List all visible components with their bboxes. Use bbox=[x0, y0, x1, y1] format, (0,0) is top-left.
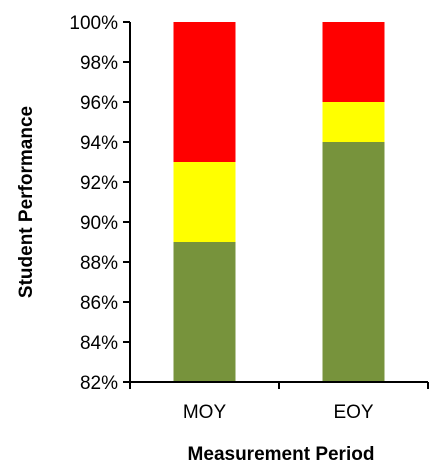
y-tick-label: 86% bbox=[80, 293, 118, 314]
y-tick-label: 88% bbox=[80, 253, 118, 274]
y-tick-label: 92% bbox=[80, 173, 118, 194]
x-tick-label-eoy: EOY bbox=[333, 402, 373, 423]
bar-moy-segment-3 bbox=[173, 22, 236, 162]
y-tick-label: 98% bbox=[80, 53, 118, 74]
ticks-layer: MOY EOY 82% 84% 86% 88% 90% 92% 94% 96% 98% 100% bbox=[69, 13, 373, 423]
bar-eoy-segment-1 bbox=[322, 142, 385, 382]
bar-moy-segment-2 bbox=[173, 162, 236, 242]
bar-eoy-segment-2 bbox=[322, 102, 385, 142]
y-tick-label: 100% bbox=[69, 13, 118, 34]
x-tick-label-moy: MOY bbox=[183, 402, 227, 423]
bar-eoy-segment-3 bbox=[322, 22, 385, 102]
x-axis-title: Measurement Period bbox=[188, 444, 375, 465]
bars-layer bbox=[173, 22, 385, 382]
y-tick-label: 94% bbox=[80, 133, 118, 154]
y-tick-label: 82% bbox=[80, 373, 118, 394]
y-tick-label: 90% bbox=[80, 213, 118, 234]
y-axis-title: Student Performance bbox=[16, 106, 37, 298]
axes-layer bbox=[123, 21, 429, 389]
y-tick-label: 84% bbox=[80, 333, 118, 354]
y-tick-label: 96% bbox=[80, 93, 118, 114]
bar-moy-segment-1 bbox=[173, 242, 236, 382]
